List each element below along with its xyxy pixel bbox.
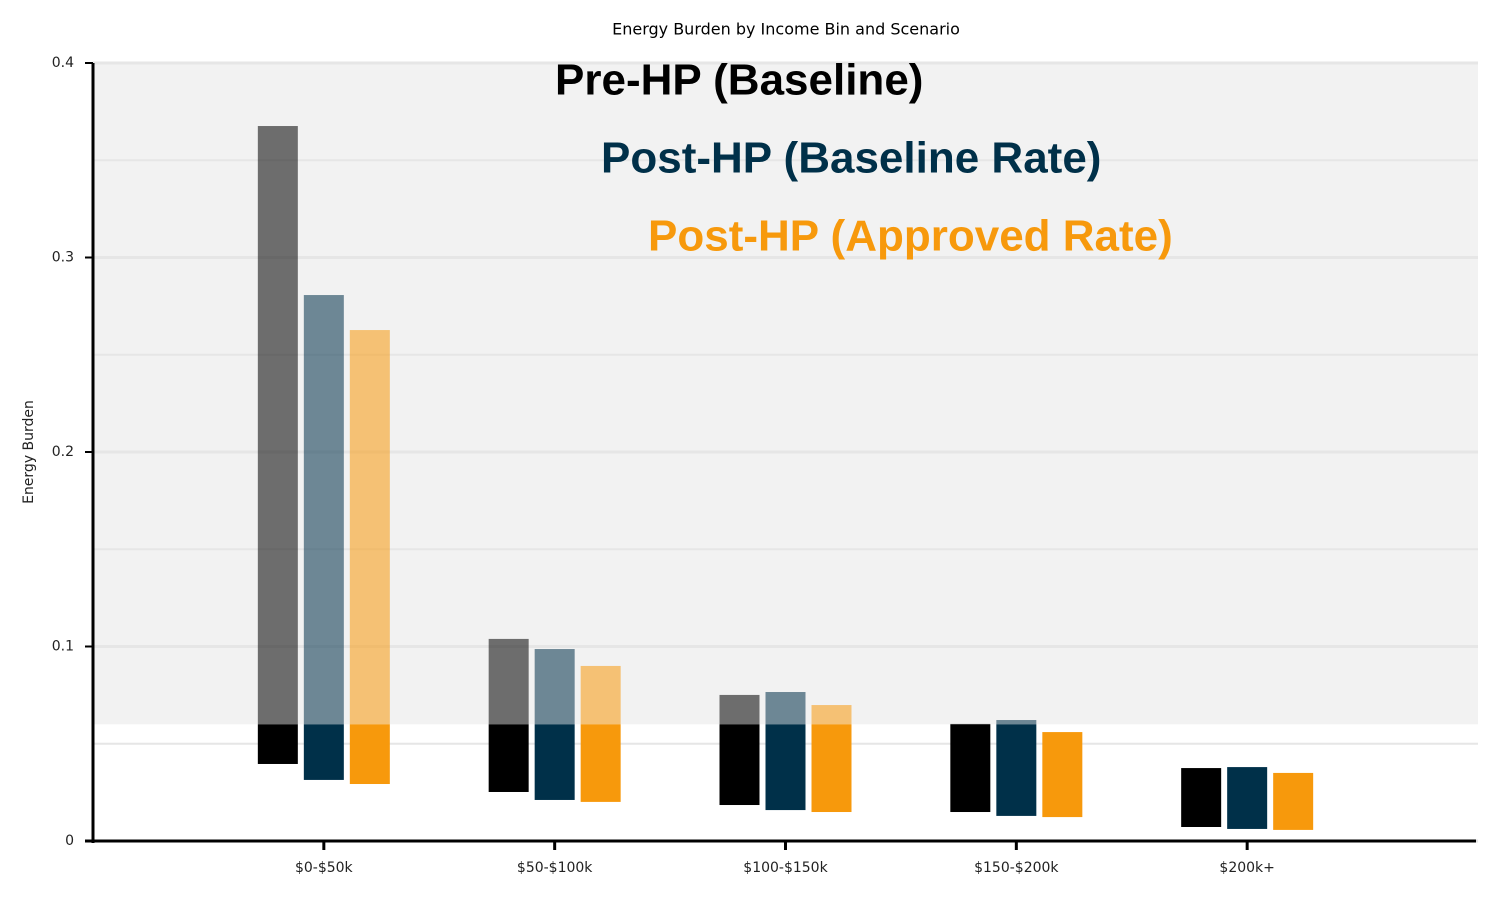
bar-upper xyxy=(350,330,390,724)
bar-lower xyxy=(720,724,760,805)
bar-lower xyxy=(304,724,344,780)
x-tick-label: $0-$50k xyxy=(295,860,354,876)
bar-upper xyxy=(535,649,575,724)
y-tick-label: 0 xyxy=(65,833,74,849)
y-axis-label: Energy Burden xyxy=(21,400,37,504)
bar-upper xyxy=(812,705,852,724)
bar-upper xyxy=(581,666,621,724)
y-tick-label: 0.4 xyxy=(52,55,74,71)
y-tick-label: 0.1 xyxy=(52,639,74,655)
bar xyxy=(1227,767,1267,829)
bar-upper xyxy=(489,639,529,724)
legend-label: Post-HP (Baseline Rate) xyxy=(601,134,1101,183)
bar-upper xyxy=(996,720,1036,724)
chart-title: Energy Burden by Income Bin and Scenario xyxy=(612,20,960,39)
legend-label: Pre-HP (Baseline) xyxy=(555,56,923,105)
legend-label: Post-HP (Approved Rate) xyxy=(648,212,1173,261)
y-tick-label: 0.2 xyxy=(52,444,74,460)
bar-lower xyxy=(581,724,621,802)
bar-upper xyxy=(766,692,806,724)
bar-lower xyxy=(489,724,529,792)
bar xyxy=(1273,773,1313,830)
x-tick-label: $100-$150k xyxy=(743,860,828,876)
bar-upper xyxy=(720,695,760,724)
bar-lower xyxy=(350,724,390,784)
bar-lower xyxy=(258,724,298,764)
bar-lower xyxy=(766,724,806,810)
bar xyxy=(1181,768,1221,827)
bar-upper xyxy=(304,295,344,724)
x-tick-label: $200k+ xyxy=(1219,860,1274,876)
bar-lower xyxy=(535,724,575,800)
bar-upper xyxy=(258,126,298,724)
bar xyxy=(1042,732,1082,817)
bar-lower xyxy=(812,724,852,812)
bar-lower xyxy=(950,724,990,812)
x-tick-label: $150-$200k xyxy=(974,860,1059,876)
bar-lower xyxy=(996,724,1036,816)
y-tick-label: 0.3 xyxy=(52,250,74,266)
x-tick-label: $50-$100k xyxy=(517,860,593,876)
